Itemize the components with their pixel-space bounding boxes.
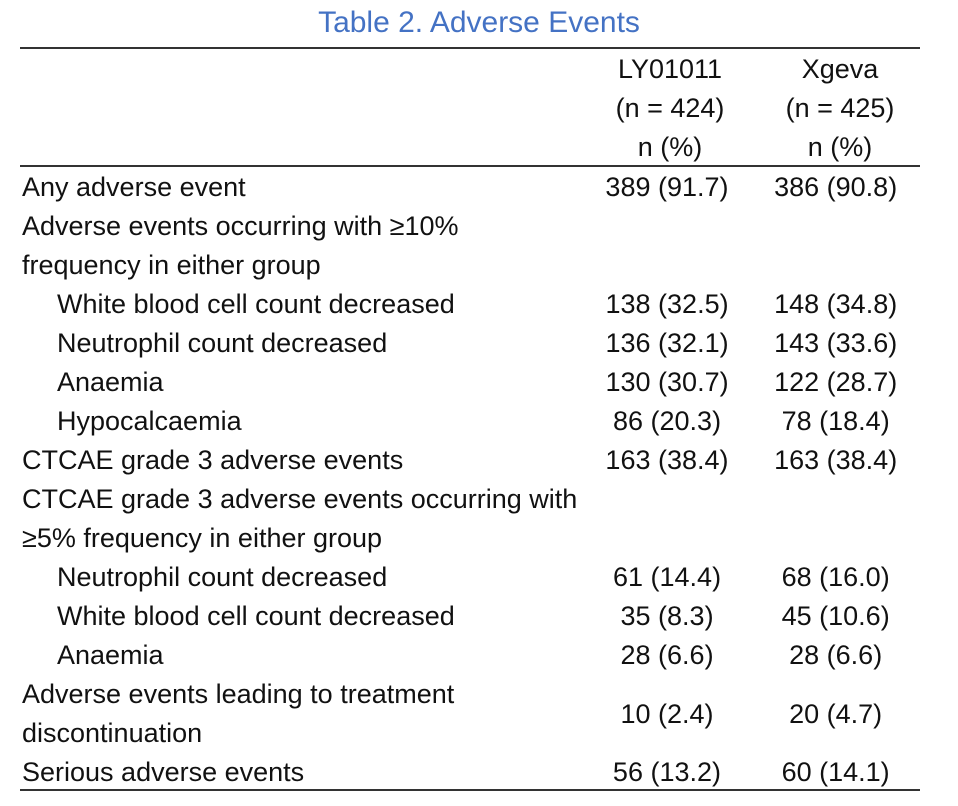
row-label: Adverse events leading to treatment disc… [22, 679, 455, 748]
table-row: White blood cell count decreased 138 (32.… [20, 285, 920, 324]
xgeva-value: 45 (10.6) [781, 601, 890, 631]
xgeva-value: 28 (6.6) [789, 640, 883, 670]
row-label: CTCAE grade 3 adverse events [22, 445, 404, 475]
row-label: Anaemia [57, 367, 164, 397]
bottom-rule [20, 789, 920, 791]
table-row: Any adverse event 389 (91.7) 386 (90.8) [20, 168, 920, 207]
row-label: White blood cell count decreased [57, 601, 455, 631]
row-label: White blood cell count decreased [57, 289, 455, 319]
table-row: White blood cell count decreased 35 (8.3)… [20, 597, 920, 636]
xgeva-value: 68 (16.0) [781, 562, 890, 592]
xgeva-value: 122 (28.7) [774, 367, 898, 397]
table-row: CTCAE grade 3 adverse events occurring w… [20, 480, 920, 558]
header-rule [20, 165, 920, 167]
table-row: CTCAE grade 3 adverse events 163 (38.4) 16… [20, 441, 920, 480]
row-label: Serious adverse events [22, 757, 305, 787]
column-name: LY01011 [617, 54, 723, 84]
table-title: Table 2. Adverse Events [318, 6, 640, 39]
table-row: Anaemia 130 (30.7) 122 (28.7) [20, 363, 920, 402]
xgeva-value: 20 (4.7) [789, 698, 883, 729]
table-row: Serious adverse events 56 (13.2) 60 (14.1) [20, 753, 920, 792]
ly01011-value: 10 (2.4) [620, 698, 714, 729]
ly01011-value: 28 (6.6) [620, 640, 714, 670]
table-row: Hypocalcaemia 86 (20.3) 78 (18.4) [20, 402, 920, 441]
ly01011-value: 130 (30.7) [605, 367, 729, 397]
table-row: Neutrophil count decreased 61 (14.4) 68 (1… [20, 558, 920, 597]
column-name: Xgeva [801, 54, 879, 84]
row-label: Neutrophil count decreased [57, 562, 388, 592]
column-unit: n (%) [807, 132, 873, 162]
adverse-events-table: LY01011 (n = 424) n (%) Xgeva (n = 425) … [20, 50, 920, 792]
ly01011-value: 163 (38.4) [605, 445, 729, 475]
xgeva-value: 163 (38.4) [774, 445, 898, 475]
top-rule [20, 47, 920, 49]
column-header-xgeva: Xgeva (n = 425) n (%) [755, 50, 925, 167]
table-row: Neutrophil count decreased 136 (32.1) 143 … [20, 324, 920, 363]
xgeva-value: 148 (34.8) [774, 289, 898, 319]
row-label: Adverse events occurring with ≥10% frequ… [22, 211, 459, 280]
ly01011-value: 56 (13.2) [612, 757, 721, 787]
table-header: LY01011 (n = 424) n (%) Xgeva (n = 425) … [20, 50, 920, 166]
ly01011-value: 136 (32.1) [605, 328, 729, 358]
column-n: (n = 424) [615, 93, 725, 123]
ly01011-value: 389 (91.7) [605, 172, 729, 202]
row-label: Any adverse event [22, 172, 246, 202]
ly01011-value: 86 (20.3) [613, 406, 722, 436]
row-label: Hypocalcaemia [57, 406, 242, 436]
ly01011-value: 61 (14.4) [613, 562, 722, 592]
table-row: Adverse events occurring with ≥10% frequ… [20, 207, 920, 285]
row-label: Neutrophil count decreased [57, 328, 388, 358]
row-label: Anaemia [57, 640, 164, 670]
xgeva-value: 60 (14.1) [781, 757, 890, 787]
row-label: CTCAE grade 3 adverse events occurring w… [22, 484, 578, 553]
column-header-ly01011: LY01011 (n = 424) n (%) [585, 50, 755, 167]
column-unit: n (%) [637, 132, 703, 162]
xgeva-value: 78 (18.4) [781, 406, 890, 436]
ly01011-value: 35 (8.3) [620, 601, 714, 631]
table-body: Any adverse event 389 (91.7) 386 (90.8) Adv… [20, 168, 920, 792]
table-row: Anaemia 28 (6.6) 28 (6.6) [20, 636, 920, 675]
table-row: Adverse events leading to treatment disc… [20, 675, 920, 753]
ly01011-value: 138 (32.5) [605, 289, 729, 319]
xgeva-value: 386 (90.8) [774, 172, 898, 202]
xgeva-value: 143 (33.6) [774, 328, 898, 358]
column-n: (n = 425) [785, 93, 895, 123]
